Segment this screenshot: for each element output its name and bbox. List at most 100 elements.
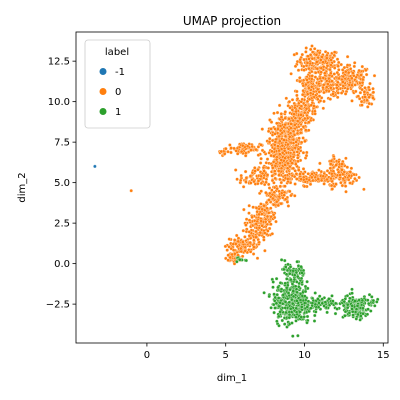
data-point (323, 300, 328, 304)
data-point (304, 50, 308, 54)
data-point (247, 218, 252, 222)
data-point (359, 99, 364, 104)
data-point (279, 258, 284, 262)
data-point (344, 69, 348, 74)
data-point (273, 295, 277, 300)
data-point (366, 85, 371, 90)
data-point (262, 203, 266, 208)
data-point (224, 146, 228, 151)
data-point (129, 188, 133, 193)
data-point (324, 85, 329, 89)
data-point (267, 226, 272, 231)
data-point (293, 123, 297, 127)
data-point (275, 121, 279, 126)
data-point (289, 193, 293, 198)
data-point (272, 292, 276, 296)
data-point (307, 108, 312, 113)
data-point (262, 235, 266, 239)
data-point (359, 314, 363, 318)
data-point (283, 134, 288, 139)
data-point (294, 315, 298, 319)
data-point (354, 307, 359, 311)
data-point (306, 172, 310, 176)
data-point (278, 128, 283, 133)
data-point (316, 55, 320, 60)
data-point (241, 185, 246, 189)
data-point (313, 75, 318, 79)
data-point (275, 186, 279, 191)
data-point (299, 100, 304, 104)
data-point (359, 73, 363, 77)
data-point (329, 159, 334, 163)
data-point (241, 240, 245, 244)
data-point (277, 314, 281, 319)
data-point (290, 297, 294, 302)
data-point (298, 116, 302, 121)
data-point (277, 103, 282, 108)
data-point (295, 274, 300, 279)
data-point (253, 166, 257, 170)
y-tick-label: 10.0 (48, 97, 70, 108)
data-point (362, 90, 367, 94)
data-point (355, 304, 360, 308)
data-point (343, 184, 348, 188)
data-point (244, 217, 249, 221)
data-point (259, 156, 263, 161)
data-point (335, 307, 339, 311)
x-tick-label: 5 (223, 350, 229, 361)
data-point (289, 126, 293, 130)
data-point (275, 292, 279, 297)
data-point (277, 134, 281, 139)
data-point (305, 92, 310, 96)
data-point (329, 183, 334, 188)
data-point (279, 201, 283, 206)
data-point (313, 109, 317, 114)
data-point (295, 96, 300, 101)
data-point (250, 144, 254, 149)
data-point (239, 149, 244, 154)
data-point (306, 128, 311, 133)
data-point (252, 245, 256, 249)
data-point (270, 192, 275, 197)
data-point (361, 306, 365, 311)
data-point (330, 79, 334, 83)
data-point (304, 106, 309, 111)
data-point (299, 104, 304, 108)
data-point (341, 84, 346, 88)
data-point (320, 297, 324, 301)
data-point (258, 161, 263, 165)
data-point (367, 95, 371, 99)
data-point (305, 99, 310, 104)
data-point (295, 259, 299, 264)
data-point (301, 167, 306, 171)
data-point (279, 115, 284, 119)
data-point (270, 174, 274, 178)
data-point (243, 249, 247, 253)
data-point (345, 165, 350, 169)
data-point (309, 77, 314, 81)
data-point (290, 321, 294, 325)
data-point (345, 302, 350, 307)
data-point (301, 125, 306, 129)
data-point (319, 66, 324, 70)
data-point (308, 47, 313, 52)
data-point (278, 124, 283, 128)
data-point (235, 259, 239, 264)
data-point (255, 209, 259, 214)
data-point (352, 64, 357, 69)
data-point (291, 129, 296, 134)
data-point (293, 146, 297, 150)
data-point (332, 72, 337, 76)
data-point (291, 155, 296, 159)
data-point (333, 301, 338, 306)
data-point (275, 319, 279, 324)
data-point (295, 59, 300, 64)
data-point (279, 166, 284, 171)
data-point (223, 244, 228, 249)
data-point (257, 226, 262, 230)
data-point (329, 63, 333, 67)
data-point (358, 90, 363, 95)
data-point (280, 143, 285, 148)
data-point (344, 156, 348, 161)
data-point (301, 150, 306, 155)
